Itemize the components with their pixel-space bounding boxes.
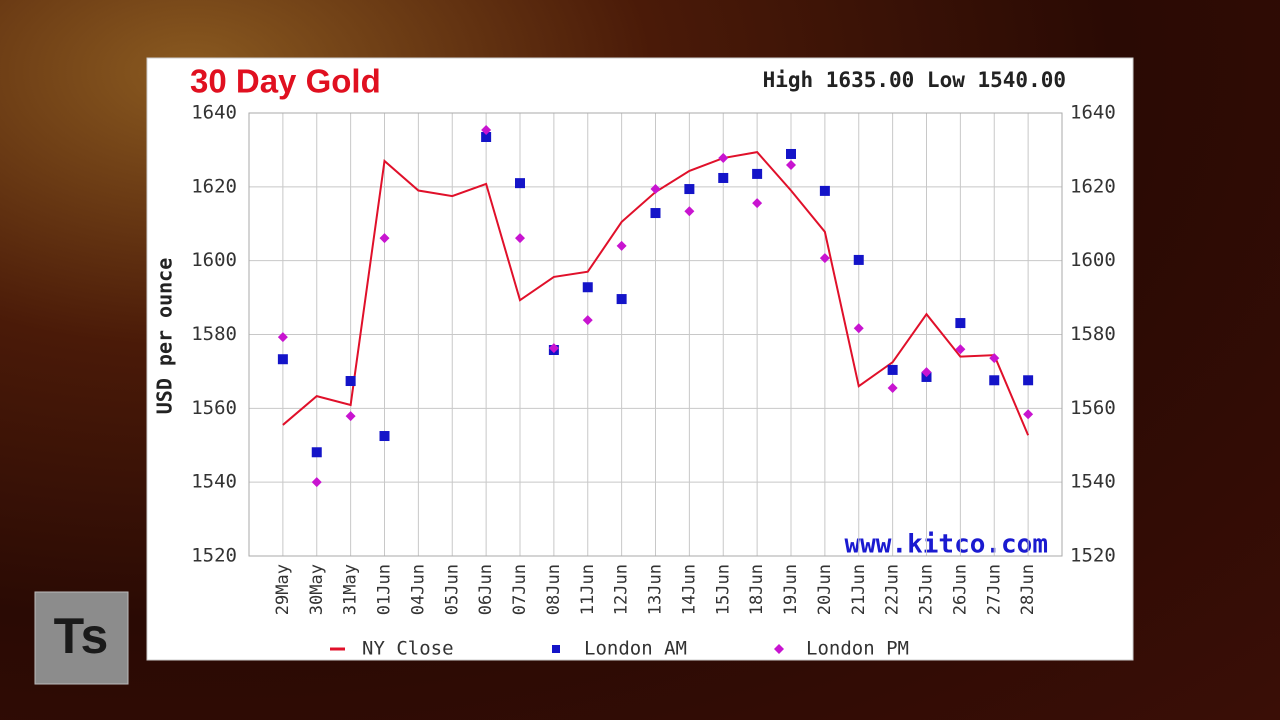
london-pm-point xyxy=(684,206,695,217)
x-tick-label: 08Jun xyxy=(544,564,564,615)
y-axis-label: USD per ounce xyxy=(153,258,177,415)
y-tick-label: 1560 xyxy=(191,397,237,419)
x-tick-label: 25Jun xyxy=(917,564,937,615)
london-am-point xyxy=(684,184,695,195)
london-am-point xyxy=(277,354,288,365)
legend-swatch xyxy=(774,644,784,654)
london-pm-point xyxy=(1023,409,1034,420)
london-am-point xyxy=(311,447,322,458)
london-pm-point xyxy=(921,367,932,378)
y-tick-label: 1620 xyxy=(191,175,237,197)
y-tick-label-right: 1600 xyxy=(1070,249,1116,271)
x-tick-label: 27Jun xyxy=(984,564,1004,615)
legend-swatch xyxy=(552,645,560,653)
london-am-point xyxy=(819,185,830,196)
london-am-point xyxy=(786,148,796,159)
x-tick-label: 20Jun xyxy=(815,564,835,615)
x-tick-label: 01Jun xyxy=(375,564,395,615)
london-am-point xyxy=(650,208,661,219)
logo xyxy=(34,591,129,685)
x-tick-label: 11Jun xyxy=(578,564,598,615)
x-tick-label: 04Jun xyxy=(408,564,428,615)
london-am-point xyxy=(989,375,1000,386)
london-pm-point xyxy=(819,253,830,264)
y-tick-label-right: 1560 xyxy=(1070,397,1116,419)
x-tick-label: 30May xyxy=(307,564,327,615)
x-tick-label: 06Jun xyxy=(476,564,496,615)
logo-text: Ts xyxy=(54,608,109,664)
x-tick-label: 21Jun xyxy=(849,564,869,615)
london-am-point xyxy=(887,364,898,375)
london-am-point xyxy=(515,178,525,189)
london-am-point xyxy=(752,168,763,179)
legend-label: London PM xyxy=(806,638,909,660)
x-tick-label: 28Jun xyxy=(1018,564,1038,615)
y-tick-label-right: 1620 xyxy=(1070,175,1116,197)
london-am-point xyxy=(345,376,356,387)
london-pm-point xyxy=(989,353,1000,364)
x-tick-label: 18Jun xyxy=(747,564,767,615)
london-pm-point xyxy=(887,383,898,394)
y-tick-label: 1600 xyxy=(191,249,237,271)
london-am-point xyxy=(853,254,864,265)
x-tick-label: 07Jun xyxy=(510,564,530,615)
x-tick-label: 12Jun xyxy=(612,564,632,615)
london-am-point xyxy=(1023,375,1034,386)
london-pm-point xyxy=(752,198,763,209)
y-tick-label-right: 1540 xyxy=(1070,471,1116,493)
y-tick-label: 1540 xyxy=(191,471,237,493)
y-tick-label: 1520 xyxy=(191,545,237,567)
london-am-point xyxy=(955,318,966,329)
y-tick-label: 1640 xyxy=(191,102,237,124)
london-pm-point xyxy=(311,477,322,488)
london-pm-point xyxy=(481,124,492,135)
x-tick-label: 22Jun xyxy=(883,564,903,615)
london-pm-point xyxy=(515,233,525,244)
x-tick-label: 19Jun xyxy=(781,564,801,615)
x-tick-label: 05Jun xyxy=(442,564,462,615)
watermark: www.kitco.com xyxy=(845,530,1049,560)
london-pm-point xyxy=(379,233,390,244)
london-pm-point xyxy=(718,153,729,164)
chart-title: 30 Day Gold xyxy=(190,63,381,100)
london-am-point xyxy=(582,282,593,293)
london-pm-point xyxy=(786,160,796,171)
london-pm-point xyxy=(650,184,661,195)
y-tick-label: 1580 xyxy=(191,323,237,345)
x-tick-label: 26Jun xyxy=(950,564,970,615)
x-tick-label: 31May xyxy=(341,564,361,615)
y-tick-label-right: 1520 xyxy=(1070,545,1116,567)
chart-panel xyxy=(146,57,1134,661)
x-tick-label: 15Jun xyxy=(713,564,733,615)
london-pm-point xyxy=(345,411,356,422)
plot-frame xyxy=(248,112,1063,557)
london-am-point xyxy=(379,431,390,442)
london-pm-point xyxy=(616,240,627,251)
london-pm-point xyxy=(582,315,593,326)
x-tick-label: 14Jun xyxy=(679,564,699,615)
london-pm-point xyxy=(955,344,966,355)
y-tick-label-right: 1580 xyxy=(1070,323,1116,345)
legend-label: London AM xyxy=(584,638,687,660)
x-tick-label: 29May xyxy=(273,564,293,615)
legend-label: NY Close xyxy=(362,638,454,660)
london-pm-point xyxy=(548,343,559,354)
london-pm-point xyxy=(277,332,288,343)
high-low: High 1635.00 Low 1540.00 xyxy=(763,68,1066,92)
london-am-point xyxy=(718,172,729,183)
london-am-point xyxy=(481,131,492,142)
london-am-point xyxy=(616,294,627,305)
y-tick-label-right: 1640 xyxy=(1070,102,1116,124)
x-tick-label: 13Jun xyxy=(646,564,666,615)
london-pm-point xyxy=(853,323,864,334)
